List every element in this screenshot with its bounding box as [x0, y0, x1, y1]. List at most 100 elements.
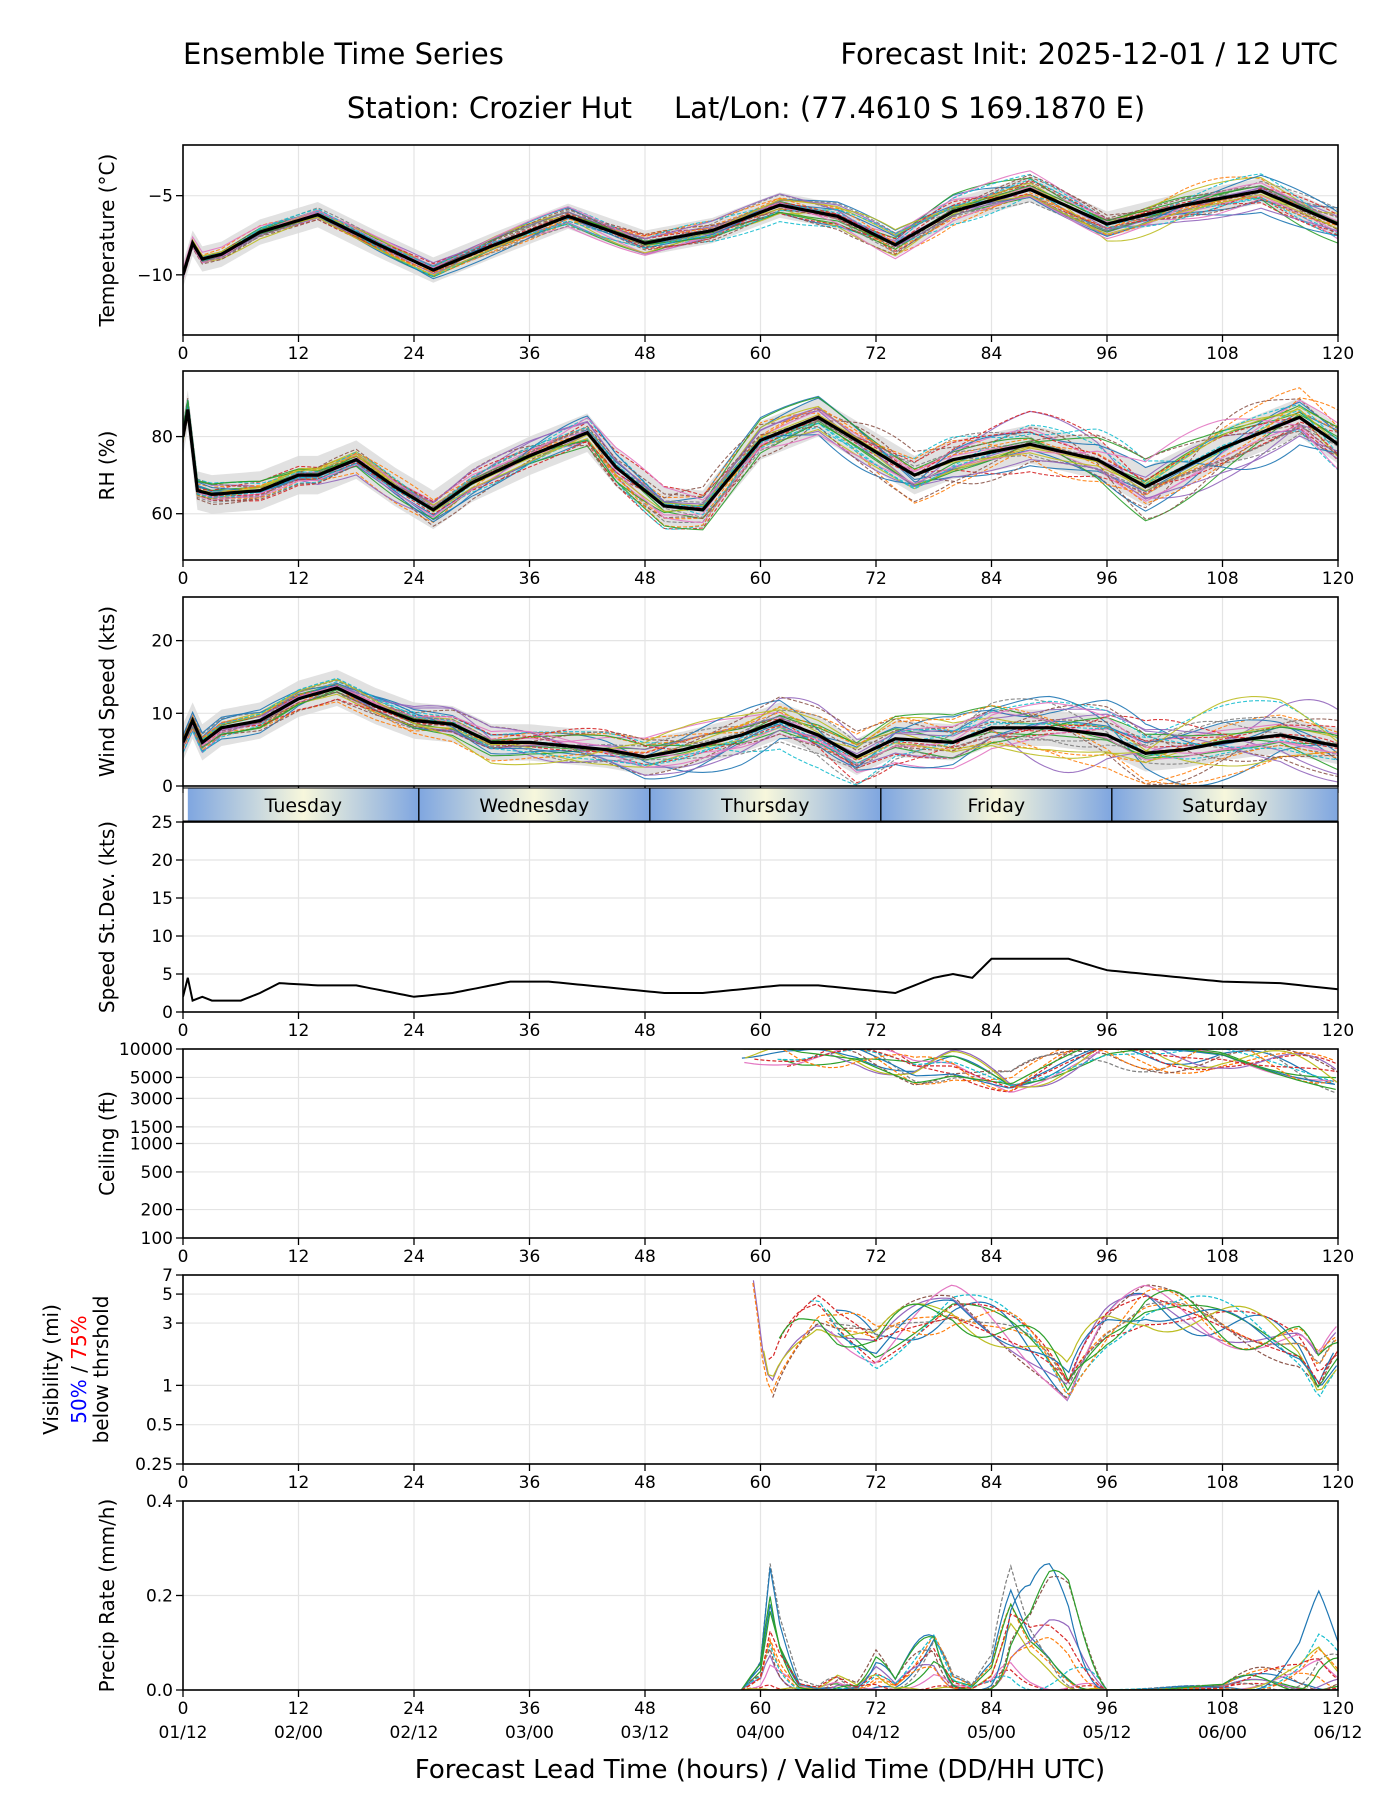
- y-tick-label-ceiling: 200: [141, 1201, 173, 1221]
- x-tick-label-rh: 60: [750, 569, 772, 589]
- x-tick-label-ceiling: 36: [519, 1247, 541, 1267]
- x-tick-label-ceiling: 24: [403, 1247, 425, 1267]
- member-line-precip: [740, 1563, 1338, 1690]
- y-tick-label-visibility: 7: [162, 1266, 173, 1286]
- x-tick-label-ceiling: 96: [1096, 1247, 1118, 1267]
- mean-line-wind: [183, 686, 1338, 759]
- x-tick-label-sdev: 72: [865, 1021, 887, 1041]
- x-tick-label-sdev: 60: [750, 1021, 772, 1041]
- plot-area-wind: [183, 669, 1338, 786]
- member-line-precip: [740, 1563, 1338, 1690]
- y-axis-label-temp: Temperature (°C): [95, 154, 119, 328]
- y-tick-label-ceiling: 1500: [130, 1118, 173, 1138]
- member-line-precip: [741, 1613, 1338, 1690]
- member-line-precip: [740, 1619, 1338, 1690]
- grid-visibility: [182, 1274, 1339, 1465]
- x-tick-label-ceiling: 0: [178, 1247, 189, 1267]
- y-tick-label-visibility: 0.5: [146, 1416, 173, 1436]
- y-tick-label-ceiling: 10000: [119, 1040, 173, 1060]
- member-line-ceiling: [744, 1049, 1338, 1088]
- member-line-rh: [183, 396, 1338, 522]
- plot-area-precip: [740, 1563, 1338, 1690]
- valid-time-label: 04/00: [736, 1723, 785, 1743]
- plot-area-sdev: [183, 957, 1338, 1002]
- x-tick-label-rh: 12: [288, 569, 310, 589]
- mean-line-rh: [183, 409, 1338, 512]
- threshold-75: 75%: [67, 1315, 91, 1359]
- x-tick-label-visibility: 108: [1206, 1473, 1238, 1493]
- threshold-sep: /: [67, 1360, 91, 1379]
- y-tick-label-rh: 60: [151, 505, 173, 525]
- x-tick-label-precip: 12: [288, 1699, 310, 1719]
- member-line-wind: [183, 691, 1338, 766]
- member-line-wind: [183, 701, 1338, 785]
- y-tick-label-precip: 0.4: [146, 1492, 173, 1512]
- x-tick-label-rh: 24: [403, 569, 425, 589]
- member-line-precip: [740, 1633, 1338, 1690]
- x-tick-label-rh: 48: [634, 569, 656, 589]
- x-axis-label: Forecast Lead Time (hours) / Valid Time …: [415, 1755, 1105, 1785]
- y-tick-label-wind: 0: [162, 777, 173, 797]
- valid-time-label: 02/00: [274, 1723, 323, 1743]
- member-line-visibility: [783, 1294, 1338, 1385]
- panel-precip: 0.0 0.2 0.4 0 12 24 36 48 60 72 84 96 108 120 Precip R…: [95, 1492, 1354, 1719]
- y-tick-label-precip: 0.0: [146, 1681, 173, 1701]
- x-tick-label-temp: 24: [403, 344, 425, 364]
- y-tick-label-sdev: 5: [162, 965, 173, 985]
- member-line-temp: [183, 181, 1338, 274]
- y-axis-label-wind: Wind Speed (kts): [95, 606, 119, 777]
- day-cell: [187, 788, 419, 821]
- y-axis-label-precip: Precip Rate (mm/h): [95, 1499, 119, 1693]
- y-tick-label-visibility: 3: [162, 1314, 173, 1334]
- x-tick-label-sdev: 12: [288, 1021, 310, 1041]
- valid-time-ticks: 01/12 02/00 02/12 03/00 03/12 04/00 04/12 05/00…: [159, 1723, 1363, 1743]
- y-tick-label-ceiling: 3000: [130, 1089, 173, 1109]
- x-tick-label-visibility: 36: [519, 1473, 541, 1493]
- x-tick-label-sdev: 0: [178, 1021, 189, 1041]
- y-axis-label-sdev: Speed St.Dev. (kts): [95, 821, 119, 1013]
- y-tick-label-sdev: 0: [162, 1003, 173, 1023]
- valid-time-label: 01/12: [159, 1723, 208, 1743]
- member-line-visibility: [828, 1301, 1335, 1385]
- x-tick-label-temp: 48: [634, 344, 656, 364]
- x-tick-label-rh: 0: [178, 569, 189, 589]
- member-line-wind: [183, 691, 1338, 771]
- y-axis-label-rh: RH (%): [95, 431, 119, 501]
- member-line-ceiling: [782, 1049, 1337, 1086]
- x-tick-label-temp: 72: [865, 344, 887, 364]
- x-tick-label-precip: 84: [981, 1699, 1003, 1719]
- x-tick-label-visibility: 120: [1322, 1473, 1354, 1493]
- member-line-wind: [183, 682, 1338, 780]
- day-label: Thursday: [720, 795, 809, 817]
- valid-time-label: 03/00: [505, 1723, 554, 1743]
- x-tick-label-sdev: 96: [1096, 1021, 1118, 1041]
- x-tick-label-temp: 96: [1096, 344, 1118, 364]
- member-line-visibility: [763, 1303, 1337, 1391]
- x-tick-label-sdev: 84: [981, 1021, 1003, 1041]
- panel-rh: 60 80 0 12 24 36 48 60 72 84 96 108 120 RH (%): [95, 370, 1354, 589]
- y-tick-label-ceiling: 1000: [130, 1135, 173, 1155]
- member-line-wind: [183, 679, 1338, 764]
- y-axis-label-visibility: Visibility (mi): [39, 1304, 63, 1435]
- y-axis-label-threshold: 50% / 75%: [67, 1315, 91, 1423]
- valid-time-label: 03/12: [621, 1723, 670, 1743]
- member-line-rh: [183, 404, 1338, 510]
- x-tick-label-precip: 48: [634, 1699, 656, 1719]
- member-line-precip: [740, 1569, 1338, 1690]
- x-tick-label-visibility: 60: [750, 1473, 772, 1493]
- valid-time-label: 06/12: [1314, 1723, 1363, 1743]
- valid-time-label: 04/12: [852, 1723, 901, 1743]
- member-line-precip: [740, 1575, 1338, 1690]
- member-line-visibility: [836, 1292, 1338, 1402]
- x-tick-label-visibility: 24: [403, 1473, 425, 1493]
- x-tick-label-visibility: 48: [634, 1473, 656, 1493]
- x-tick-label-visibility: 84: [981, 1473, 1003, 1493]
- y-tick-label-sdev: 10: [151, 927, 173, 947]
- x-tick-label-temp: 108: [1206, 344, 1238, 364]
- grid-sdev: [182, 821, 1339, 1013]
- y-tick-label-sdev: 25: [151, 813, 173, 833]
- y-tick-label-visibility: 5: [162, 1285, 173, 1305]
- y-tick-label-wind: 10: [151, 704, 173, 724]
